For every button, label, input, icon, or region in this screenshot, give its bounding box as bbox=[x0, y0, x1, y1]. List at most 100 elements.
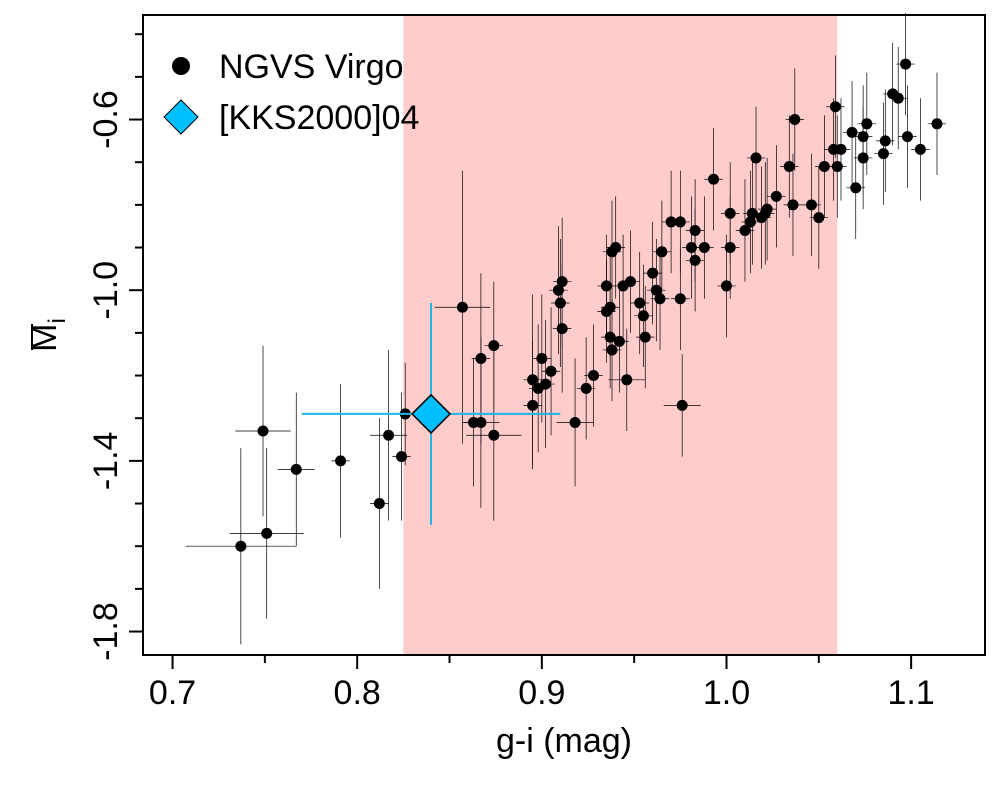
ngvs-point bbox=[900, 58, 912, 70]
ngvs-point bbox=[787, 199, 799, 211]
ngvs-point bbox=[739, 224, 751, 236]
x-tick-label: 0.8 bbox=[334, 674, 381, 712]
ngvs-point bbox=[637, 310, 649, 322]
ngvs-point bbox=[475, 352, 487, 364]
x-axis: 0.7 0.8 0.9 1.0 1.1 bbox=[149, 655, 935, 712]
ngvs-point bbox=[604, 331, 616, 343]
y-axis: -0.6 -1.0 -1.4 -1.8 bbox=[87, 33, 143, 661]
ngvs-point bbox=[698, 242, 710, 254]
x-axis-label: g-i (mag) bbox=[496, 722, 632, 760]
legend-marker-kks bbox=[163, 99, 199, 135]
y-tick-label: -1.8 bbox=[87, 602, 125, 661]
ngvs-point bbox=[829, 101, 841, 113]
ngvs-point bbox=[261, 527, 273, 539]
ngvs-point bbox=[610, 242, 622, 254]
ngvs-point bbox=[857, 131, 869, 143]
ngvs-point bbox=[488, 429, 500, 441]
ngvs-point bbox=[396, 451, 408, 463]
ngvs-point bbox=[624, 276, 636, 288]
legend-label-kks: [KKS2000]04 bbox=[219, 99, 419, 137]
ngvs-points bbox=[235, 58, 943, 552]
x-tick-label: 1.0 bbox=[703, 674, 750, 712]
ngvs-point bbox=[639, 331, 651, 343]
ngvs-point bbox=[634, 297, 646, 309]
ngvs-point bbox=[235, 540, 247, 552]
ngvs-point bbox=[600, 280, 612, 292]
legend-marker-ngvs bbox=[172, 57, 190, 75]
ngvs-point bbox=[569, 416, 581, 428]
ngvs-point bbox=[689, 254, 701, 266]
ngvs-point bbox=[580, 382, 592, 394]
ngvs-point bbox=[813, 212, 825, 224]
ngvs-point bbox=[685, 242, 697, 254]
x-tick-label: 0.7 bbox=[149, 674, 196, 712]
y-tick-label: -1.0 bbox=[87, 261, 125, 320]
ngvs-point bbox=[818, 160, 830, 172]
ngvs-point bbox=[647, 267, 659, 279]
ngvs-point bbox=[257, 425, 269, 437]
ngvs-point bbox=[335, 455, 347, 467]
ngvs-point bbox=[621, 374, 633, 386]
ngvs-point bbox=[846, 126, 858, 138]
ngvs-point bbox=[724, 242, 736, 254]
ngvs-point bbox=[676, 399, 688, 411]
ngvs-point bbox=[606, 344, 618, 356]
ngvs-point bbox=[650, 284, 662, 296]
ngvs-point bbox=[914, 143, 926, 155]
y-tick-label: -1.4 bbox=[87, 432, 125, 491]
ngvs-point bbox=[805, 199, 817, 211]
ngvs-point bbox=[556, 276, 568, 288]
ngvs-point bbox=[789, 114, 801, 126]
ngvs-point bbox=[861, 118, 873, 130]
ngvs-point bbox=[783, 160, 795, 172]
ngvs-point bbox=[931, 118, 943, 130]
ngvs-point bbox=[290, 463, 302, 475]
legend: NGVS Virgo [KKS2000]04 bbox=[163, 48, 419, 137]
ngvs-point bbox=[373, 498, 385, 510]
ngvs-point bbox=[475, 416, 487, 428]
ngvs-point bbox=[674, 293, 686, 305]
ngvs-point bbox=[850, 182, 862, 194]
ngvs-point bbox=[750, 152, 762, 164]
ngvs-point bbox=[877, 148, 889, 160]
ngvs-point bbox=[604, 301, 616, 313]
ngvs-point bbox=[527, 374, 539, 386]
ngvs-point bbox=[383, 429, 395, 441]
ngvs-point bbox=[540, 378, 552, 390]
ngvs-point bbox=[536, 352, 548, 364]
kks-target bbox=[301, 303, 561, 525]
ngvs-point bbox=[761, 203, 773, 215]
kks-point bbox=[410, 393, 452, 434]
ngvs-point bbox=[654, 293, 666, 305]
x-tick-label: 0.9 bbox=[518, 674, 565, 712]
ngvs-point bbox=[674, 216, 686, 228]
ngvs-point bbox=[744, 216, 756, 228]
ngvs-point bbox=[746, 207, 758, 219]
ngvs-point bbox=[527, 399, 539, 411]
ngvs-point bbox=[554, 297, 566, 309]
ngvs-point bbox=[892, 92, 904, 104]
x-tick-label: 1.1 bbox=[888, 674, 935, 712]
ngvs-point bbox=[656, 246, 668, 258]
ngvs-point bbox=[665, 216, 677, 228]
ngvs-point bbox=[724, 207, 736, 219]
ngvs-point bbox=[857, 152, 869, 164]
ngvs-point bbox=[708, 173, 720, 185]
ngvs-point bbox=[831, 160, 843, 172]
ngvs-point bbox=[545, 365, 557, 377]
y-tick-label: -0.6 bbox=[87, 90, 125, 149]
ngvs-point bbox=[552, 284, 564, 296]
ngvs-point bbox=[835, 143, 847, 155]
ngvs-point bbox=[770, 190, 782, 202]
plot-frame bbox=[142, 14, 986, 656]
ngvs-point bbox=[689, 224, 701, 236]
y-axis-label-subscript: i bbox=[44, 318, 71, 323]
ngvs-point bbox=[556, 323, 568, 335]
shaded-region bbox=[403, 15, 838, 655]
ngvs-point bbox=[901, 131, 913, 143]
ngvs-point bbox=[456, 301, 468, 313]
ngvs-point bbox=[879, 135, 891, 147]
ngvs-point bbox=[488, 340, 500, 352]
ngvs-point bbox=[613, 335, 625, 347]
